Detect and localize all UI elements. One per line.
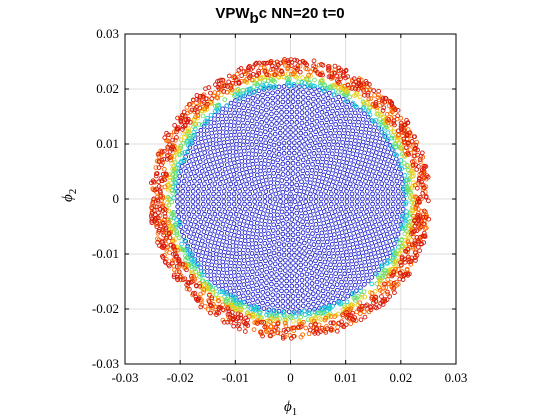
y-tick-label: -0.03 (92, 356, 119, 371)
x-tick-label: -0.01 (222, 370, 249, 385)
y-tick-label: 0.01 (96, 136, 119, 151)
y-tick-label: 0.02 (96, 81, 119, 96)
y-tick-label: 0 (113, 191, 120, 206)
y-tick-label: -0.02 (92, 301, 119, 316)
x-tick-label: 0.01 (334, 370, 357, 385)
x-tick-label: 0.02 (389, 370, 412, 385)
x-tick-label: 0.03 (445, 370, 468, 385)
x-tick-label: -0.03 (111, 370, 138, 385)
y-tick-label: -0.01 (92, 246, 119, 261)
x-tick-label: 0 (287, 370, 294, 385)
y-tick-label: 0.03 (96, 26, 119, 41)
x-tick-label: -0.02 (167, 370, 194, 385)
